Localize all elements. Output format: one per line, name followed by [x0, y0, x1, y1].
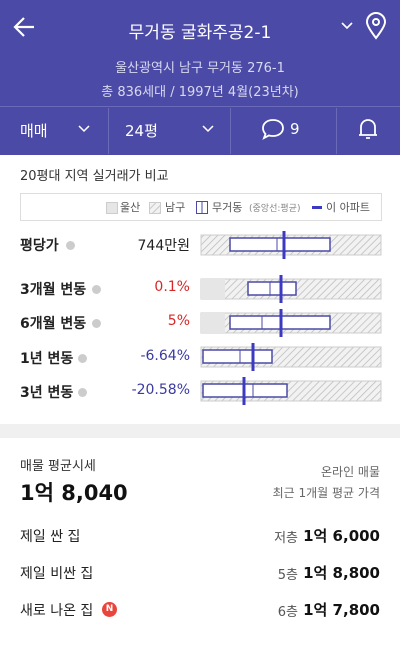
- summary: 총 836세대 / 1997년 4월(23년차): [101, 85, 299, 100]
- title-dropdown[interactable]: [340, 20, 354, 32]
- dropdown: [202, 125, 214, 133]
- row-value: 0.1%: [154, 279, 190, 295]
- listing-price: 1억 8,040: [20, 481, 128, 505]
- row-label: 3개월 변동: [20, 282, 87, 298]
- row-value: 5%: [167, 313, 190, 329]
- info-icon[interactable]: [66, 241, 75, 250]
- legend-note: (중앙선:평균): [249, 204, 301, 214]
- location-icon[interactable]: [364, 12, 388, 40]
- size-tab[interactable]: 24평: [125, 122, 158, 140]
- legend-swatch: [196, 201, 208, 214]
- info-icon[interactable]: [78, 354, 87, 363]
- row-value: -20.58%: [131, 382, 190, 398]
- item-label: 제일 비싼 집: [20, 566, 94, 582]
- row-label: 3년 변동: [20, 385, 74, 401]
- row-value: -6.64%: [140, 348, 190, 364]
- item-floor: 5층: [277, 568, 298, 583]
- back-button[interactable]: [12, 14, 38, 40]
- legend-swatch: [149, 202, 161, 214]
- compare-title: 20평대 지역 실거래가 비교: [20, 169, 169, 184]
- range-bars: [200, 231, 382, 405]
- info-icon[interactable]: [92, 319, 101, 328]
- item-floor: 저층: [274, 531, 298, 546]
- item-price: 1억 8,800: [303, 564, 380, 582]
- legend-swatch: [106, 202, 118, 214]
- legend: [20, 193, 382, 221]
- title: 무거동 굴화주공2-1: [128, 23, 272, 43]
- item-label: 새로 나온 집: [20, 603, 94, 619]
- row-label: 평당가: [20, 238, 59, 254]
- bar-row: [200, 343, 382, 371]
- legend-label: 남구: [165, 201, 186, 214]
- item-label: 제일 싼 집: [20, 529, 81, 545]
- bar-row: [200, 275, 382, 303]
- comment-count: 9: [290, 120, 300, 138]
- legend-label: 이 아파트: [326, 201, 370, 214]
- legend-label: 울산: [120, 201, 141, 214]
- comment-icon[interactable]: [260, 117, 286, 141]
- info-icon[interactable]: [92, 285, 101, 294]
- item-price: 1억 6,000: [303, 527, 380, 545]
- header: [0, 0, 400, 155]
- item-floor: 6층: [277, 605, 298, 620]
- divider: [230, 108, 231, 154]
- row-label: 6개월 변동: [20, 316, 87, 332]
- divider: [108, 108, 109, 154]
- bell-icon[interactable]: [356, 116, 380, 142]
- row-value: 744만원: [137, 238, 190, 254]
- legend-label: 무거동: [212, 201, 243, 214]
- legend-swatch: [312, 206, 322, 209]
- trade-tab[interactable]: 매매: [20, 122, 48, 140]
- item-price: 1억 7,800: [303, 601, 380, 619]
- divider: [0, 106, 400, 107]
- bar-row: [200, 377, 382, 405]
- dropdown: [78, 125, 90, 133]
- listing-period: 최근 1개월 평균 가격: [272, 486, 380, 500]
- divider: [336, 108, 337, 154]
- new-badge: N: [102, 602, 117, 617]
- address: 울산광역시 남구 무거동 276-1: [115, 61, 285, 76]
- row-label: 1년 변동: [20, 351, 74, 367]
- info-icon[interactable]: [78, 388, 87, 397]
- bar-row: [200, 231, 382, 259]
- listing-source: 온라인 매물: [320, 465, 380, 479]
- listing-title: 매물 평균시세: [20, 459, 96, 474]
- section-gap: [0, 424, 400, 438]
- bar-row: [200, 309, 382, 337]
